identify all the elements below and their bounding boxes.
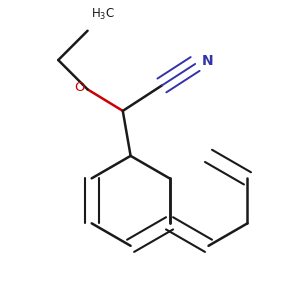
Text: N: N xyxy=(202,54,214,68)
Text: H$_3$C: H$_3$C xyxy=(92,7,116,22)
Text: O: O xyxy=(74,81,85,94)
